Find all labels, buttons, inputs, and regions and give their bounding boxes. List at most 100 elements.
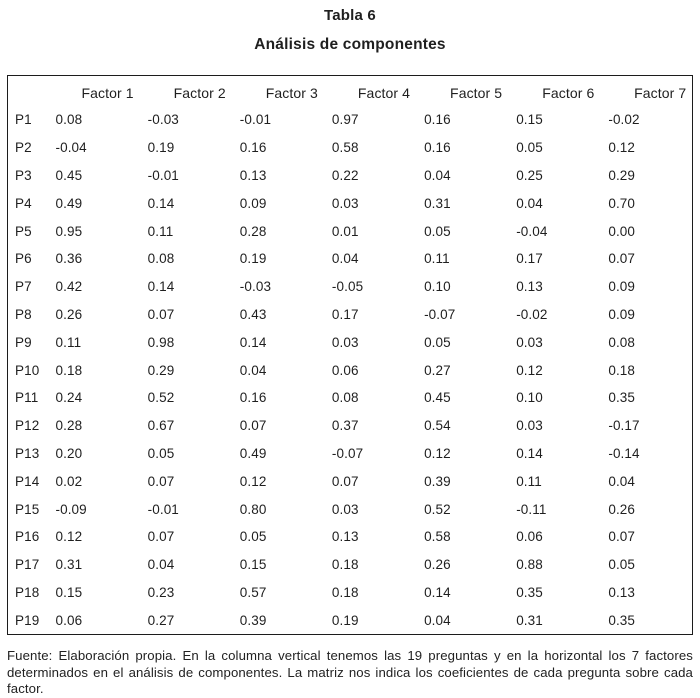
row-label: P5 (15, 223, 32, 239)
data-cell: 0.11 (55, 334, 82, 350)
data-cell: 0.07 (147, 473, 175, 489)
data-cell: 0.13 (239, 167, 267, 183)
table-row: P18 0.15 0.23 0.57 0.18 0.14 0.35 0.13 (8, 579, 693, 607)
data-cell: 0.04 (608, 473, 636, 489)
data-cell: 0.03 (516, 334, 543, 350)
table-row: P1 0.08 -0.03 -0.01 0.97 0.16 0.15 -0.02 (8, 106, 693, 134)
column-header: Factor 2 (173, 84, 226, 101)
data-cell: -0.11 (516, 501, 547, 517)
row-label: P19 (15, 612, 40, 628)
data-cell: 0.05 (147, 445, 175, 461)
table-title: Análisis de componentes (254, 36, 446, 53)
data-cell: 0.05 (239, 529, 267, 545)
row-label: P11 (15, 390, 39, 406)
data-cell: 0.07 (608, 251, 636, 267)
data-cell: 0.58 (424, 529, 451, 545)
data-cell: -0.01 (147, 501, 179, 517)
row-label: P16 (15, 529, 40, 545)
data-cell: -0.17 (608, 418, 640, 434)
data-cell: 0.05 (516, 140, 543, 156)
data-cell: 0.15 (55, 584, 83, 600)
data-cell: 0.26 (608, 501, 636, 517)
data-cell: 0.03 (516, 418, 543, 434)
table-row: P17 0.31 0.04 0.15 0.18 0.26 0.88 0.05 (8, 551, 693, 579)
table-row: P4 0.49 0.14 0.09 0.03 0.31 0.04 0.70 (8, 189, 693, 217)
data-cell: 0.18 (55, 362, 83, 378)
data-cell: -0.07 (331, 445, 364, 461)
data-cell: 0.10 (424, 279, 451, 295)
data-cell: 0.17 (331, 306, 359, 322)
row-label: P13 (15, 445, 40, 461)
data-cell: 0.98 (147, 334, 175, 350)
column-header: Factor 6 (542, 84, 595, 101)
data-cell: 0.18 (608, 362, 636, 378)
column-header: Factor 3 (265, 84, 318, 101)
row-label: P8 (15, 306, 32, 322)
data-cell: 0.14 (424, 584, 451, 600)
data-cell: 0.11 (516, 473, 542, 489)
table-row: P10 0.18 0.29 0.04 0.06 0.27 0.12 0.18 (8, 356, 693, 384)
data-cell: 0.45 (424, 390, 451, 406)
data-cell: 0.09 (608, 279, 636, 295)
corner-cell (8, 76, 48, 107)
data-cell: 0.58 (331, 140, 359, 156)
row-label: P9 (15, 334, 32, 350)
data-cell: 0.16 (424, 140, 451, 156)
data-cell: 0.04 (331, 251, 359, 267)
data-cell: 0.08 (147, 251, 175, 267)
data-cell: 0.49 (55, 195, 83, 211)
data-cell: -0.03 (239, 279, 272, 295)
data-cell: 0.07 (147, 306, 175, 322)
table-header: Factor 1 Factor 2 Factor 3 Factor 4 Factor 5… (8, 76, 693, 107)
data-cell: 0.36 (55, 251, 83, 267)
data-cell: 0.95 (55, 223, 83, 239)
data-cell: 0.09 (608, 306, 636, 322)
data-cell: 0.16 (239, 390, 267, 406)
data-cell: 0.18 (331, 584, 359, 600)
data-cell: 0.17 (516, 251, 543, 267)
table-row: P12 0.28 0.67 0.07 0.37 0.54 0.03 -0.17 (8, 412, 693, 440)
data-cell: 0.12 (239, 473, 267, 489)
data-cell: 0.12 (55, 529, 83, 545)
data-cell: 0.13 (608, 584, 636, 600)
components-matrix-table: Factor 1 Factor 2 Factor 3 Factor 4 Factor 5… (7, 75, 693, 636)
row-label: P1 (15, 112, 32, 128)
data-cell: 0.12 (424, 445, 451, 461)
table-row: P14 0.02 0.07 0.12 0.07 0.39 0.11 0.04 (8, 467, 693, 495)
table-row: P9 0.11 0.98 0.14 0.03 0.05 0.03 0.08 (8, 328, 693, 356)
column-header: Factor 1 (81, 84, 134, 101)
data-cell: 0.06 (331, 362, 359, 378)
data-cell: -0.01 (147, 167, 179, 183)
data-cell: 0.97 (331, 112, 359, 128)
data-cell: 0.19 (331, 612, 359, 628)
data-cell: 0.39 (239, 612, 267, 628)
data-cell: 0.31 (516, 612, 543, 628)
data-cell: -0.07 (424, 306, 456, 322)
data-cell: 0.14 (147, 195, 175, 211)
table-row: P2 -0.04 0.19 0.16 0.58 0.16 0.05 0.12 (8, 134, 693, 162)
row-label: P15 (15, 501, 40, 517)
data-cell: -0.01 (239, 112, 272, 128)
column-header: Factor 4 (357, 84, 411, 101)
data-cell: 0.02 (55, 473, 83, 489)
data-cell: 0.22 (331, 167, 359, 183)
data-cell: -0.14 (608, 445, 640, 461)
data-cell: 0.15 (516, 112, 543, 128)
data-cell: 0.28 (239, 223, 267, 239)
data-cell: 0.08 (55, 112, 83, 128)
data-cell: 0.12 (608, 140, 636, 156)
data-cell: 0.07 (147, 529, 175, 545)
data-cell: 0.07 (608, 529, 636, 545)
data-cell: 0.14 (516, 445, 543, 461)
table-row: P3 0.45 -0.01 0.13 0.22 0.04 0.25 0.29 (8, 162, 693, 190)
data-cell: 0.19 (239, 251, 267, 267)
data-cell: 0.08 (608, 334, 636, 350)
data-cell: 0.29 (147, 362, 175, 378)
data-cell: 0.31 (424, 195, 451, 211)
data-cell: 0.35 (516, 584, 543, 600)
data-cell: 0.04 (147, 557, 175, 573)
row-label: P10 (15, 362, 40, 378)
data-cell: 0.10 (516, 390, 543, 406)
data-cell: -0.02 (608, 112, 640, 128)
data-cell: 0.29 (608, 167, 636, 183)
